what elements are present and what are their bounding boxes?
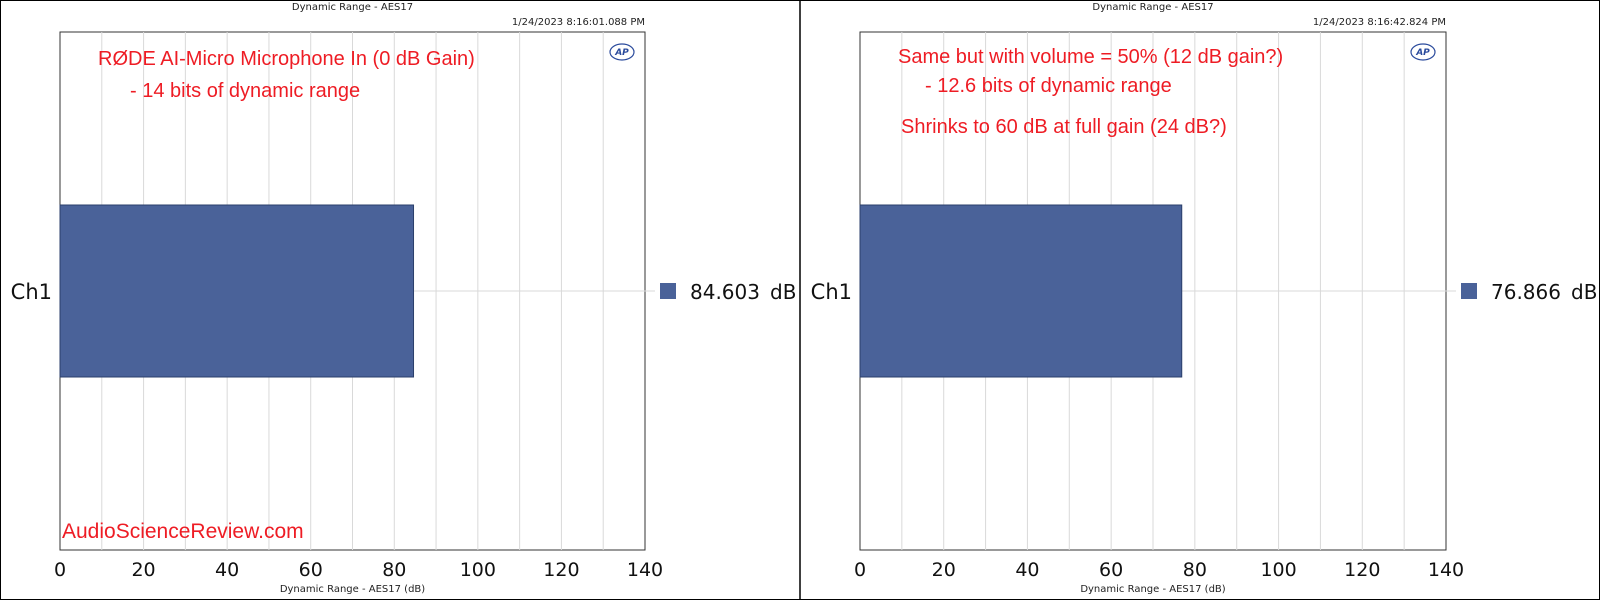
x-tick-label: 40 [215, 559, 239, 581]
x-tick-label: 60 [1099, 559, 1123, 581]
ap-logo-text: AP [614, 48, 629, 58]
x-tick-label: 120 [1344, 559, 1380, 581]
annotation: RØDE AI-Micro Microphone In (0 dB Gain) [98, 48, 475, 70]
x-tick-label: 80 [1183, 559, 1207, 581]
chart-panel-1: Dynamic Range - AES17 1/24/2023 8:16:01.0… [11, 2, 797, 595]
x-tick-label: 100 [460, 559, 496, 581]
category-label: Ch1 [811, 280, 852, 304]
x-tick-label: 80 [382, 559, 406, 581]
x-tick-label: 40 [1015, 559, 1039, 581]
bar-ch1 [59, 204, 415, 378]
annotation: - 12.6 bits of dynamic range [925, 75, 1172, 97]
chart-timestamp: 1/24/2023 8:16:42.824 PM [1313, 17, 1446, 28]
x-axis-label: Dynamic Range - AES17 (dB) [280, 584, 425, 595]
value-unit: dB [1571, 280, 1597, 304]
x-tick-label: 100 [1260, 559, 1296, 581]
x-tick-label: 20 [131, 559, 155, 581]
value-label: 84.603 [690, 280, 760, 304]
x-tick-label: 140 [627, 559, 663, 581]
chart-title: Dynamic Range - AES17 [1092, 2, 1213, 13]
x-tick-label: 120 [543, 559, 579, 581]
x-tick-label: 0 [854, 559, 866, 581]
legend-swatch [660, 283, 676, 299]
x-tick-label: 140 [1428, 559, 1464, 581]
annotation: Shrinks to 60 dB at full gain (24 dB?) [901, 116, 1227, 138]
ap-logo-icon [609, 43, 635, 61]
chart-panel-2: Dynamic Range - AES17 1/24/2023 8:16:42.8… [811, 2, 1598, 595]
ap-logo-text: AP [1415, 48, 1430, 58]
category-label: Ch1 [11, 280, 52, 304]
annotation: - 14 bits of dynamic range [130, 80, 360, 102]
chart-title: Dynamic Range - AES17 [292, 2, 413, 13]
value-label: 76.866 [1491, 280, 1561, 304]
x-tick-label: 20 [932, 559, 956, 581]
x-tick-label: 0 [54, 559, 66, 581]
annotation: Same but with volume = 50% (12 dB gain?) [898, 46, 1283, 68]
watermark: AudioScienceReview.com [62, 520, 304, 543]
legend-swatch [1461, 283, 1477, 299]
x-axis-label: Dynamic Range - AES17 (dB) [1080, 584, 1225, 595]
x-tick-label: 60 [299, 559, 323, 581]
ap-logo-icon [1410, 43, 1436, 61]
value-unit: dB [770, 280, 796, 304]
chart-timestamp: 1/24/2023 8:16:01.088 PM [512, 17, 645, 28]
bar-ch1 [859, 204, 1183, 378]
